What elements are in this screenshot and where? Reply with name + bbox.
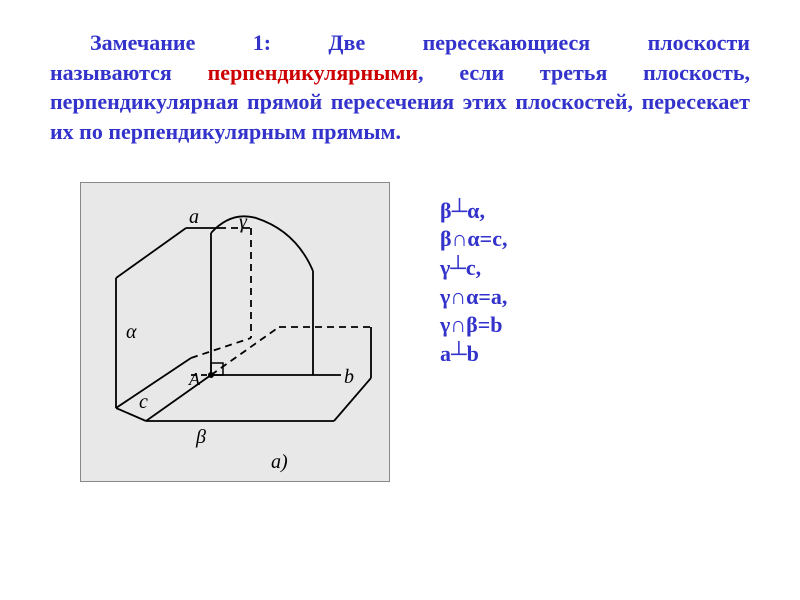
label-beta: β [195,426,206,448]
label-gamma: γ [239,211,248,233]
formula-line: γ∩α=a, [440,283,507,312]
heading-block: Замечание 1: Две пересекающиеся плоскост… [50,28,750,147]
formula-block: β┴α, β∩α=с, γ┴с, γ∩α=a, γ∩β=b a┴b [440,197,507,369]
formula-line: β∩α=с, [440,225,507,254]
heading-line-2: называются перпендикулярными, если треть… [50,58,750,88]
perpendicular-word: перпендикулярными [208,60,418,85]
heading-part: Две пересекающиеся плоскости [328,30,750,55]
heading-part: , если третья плоскость, [418,60,750,85]
formula-line: a┴b [440,340,507,369]
geometry-diagram: a γ α A с β b a) [80,182,390,482]
diagram-container: a γ α A с β b a) [80,182,390,482]
label-A: A [188,369,201,389]
label-b: b [344,366,354,388]
body-rest: перпендикулярная прямой пересечения этих… [50,87,750,146]
formula-line: γ∩β=b [440,311,507,340]
heading-part: называются [50,60,208,85]
label-figure-a: a) [271,451,288,473]
content-row: a γ α A с β b a) β┴α, β∩α=с, γ┴с, γ∩α=a,… [50,172,750,482]
label-c: с [139,391,148,413]
formula-line: γ┴с, [440,254,507,283]
formula-line: β┴α, [440,197,507,226]
heading-line-1: Замечание 1: Две пересекающиеся плоскост… [50,28,750,58]
label-alpha: α [126,321,137,343]
label-a-top: a [189,206,199,228]
remark-label: Замечание 1: [90,30,328,55]
